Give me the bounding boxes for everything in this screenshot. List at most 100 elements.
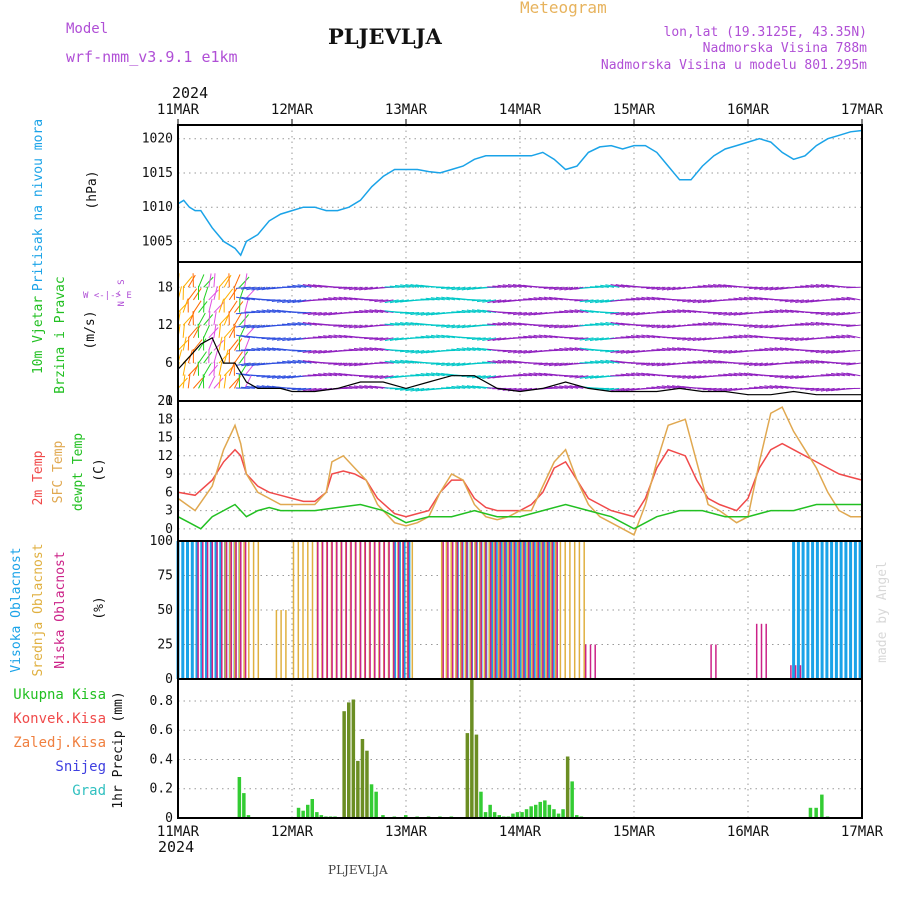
wind-barb [836, 372, 851, 377]
wind-barb [410, 322, 425, 326]
wind-barb [223, 374, 227, 389]
dew-label: dewpt Temp [71, 433, 86, 511]
wind-barb [625, 335, 640, 339]
precip-bar [820, 794, 824, 818]
wind-barb [312, 336, 327, 339]
y-tick-label: 18 [157, 412, 173, 427]
wind-barb [292, 387, 307, 391]
wind-barb [615, 284, 630, 288]
wind-barb [466, 309, 481, 314]
wind-barb [223, 336, 226, 351]
wind-barb [589, 299, 604, 304]
wind-barb [831, 312, 845, 316]
wind-barb [261, 375, 276, 378]
wind-barb [687, 337, 702, 341]
wind-barb [754, 286, 769, 290]
wind-barb [492, 360, 507, 364]
wind-barb [208, 364, 218, 377]
wind-barb [579, 299, 594, 303]
wind-barb [239, 314, 249, 326]
wind-barb [441, 362, 456, 366]
wind-barb [353, 324, 368, 329]
precip-bar [465, 733, 470, 818]
wind-barb [456, 324, 471, 329]
wind-barb [177, 340, 189, 351]
wind-barb [328, 334, 343, 339]
wind-barb [692, 299, 707, 304]
precip-bar [365, 750, 369, 818]
y-tick-label: 0.2 [150, 782, 173, 797]
wind-barb [451, 324, 466, 329]
wind-barb [241, 296, 256, 301]
wind-barb [815, 321, 830, 326]
wind-barb [697, 322, 712, 326]
wind-barb [795, 360, 810, 364]
precip-unit: 1hr Precip (mm) [111, 691, 126, 808]
wind-barb [420, 373, 435, 377]
wind-barb [292, 284, 307, 288]
wind-barb [348, 324, 363, 329]
wind-barb [400, 359, 415, 364]
wind-barb [543, 334, 558, 339]
wind-label-1: 10m Vjetar [31, 296, 46, 374]
wind-barb [615, 374, 630, 377]
wind-barb [276, 299, 291, 303]
wind-barb [774, 337, 789, 340]
wind-barb [456, 286, 471, 291]
wind-barb [348, 385, 363, 389]
wind-barb [218, 276, 229, 288]
wind-barb [451, 362, 466, 367]
wind-barb [600, 359, 615, 364]
wind-barb [198, 312, 206, 326]
wind-barb [533, 372, 548, 377]
wind-barb [251, 286, 266, 291]
x-tick-label-bottom: 15MAR [613, 824, 656, 840]
wind-barb [461, 286, 476, 291]
wind-barb [836, 312, 851, 316]
wind-barb [369, 347, 384, 351]
y-tick-label: 75 [157, 569, 173, 584]
wind-barb [615, 349, 630, 354]
wind-barb [182, 361, 187, 376]
wind-barb [559, 347, 574, 351]
precip-bar [520, 812, 524, 818]
wind-barb [228, 287, 238, 301]
wind-barb [425, 312, 440, 316]
wind-barb [192, 288, 202, 301]
wind-barb [697, 387, 712, 390]
wind-barb [318, 312, 332, 316]
wind-barb [595, 299, 610, 304]
x-tick-label-bottom: 12MAR [271, 824, 314, 840]
wind-barb [261, 347, 276, 351]
wind-barb [244, 375, 252, 389]
wind-barb [846, 286, 861, 289]
wind-barb [748, 362, 763, 366]
wind-barb [543, 324, 558, 328]
wind-barb [790, 299, 804, 303]
y-tick-label: 1015 [142, 166, 173, 181]
wind-barb [513, 349, 527, 354]
wind-barb [228, 339, 239, 351]
wind-barb [379, 337, 394, 341]
wind-barb [815, 284, 830, 288]
wind-barb [466, 337, 481, 340]
precip-bar [529, 806, 533, 818]
wind-barb [728, 312, 743, 316]
wind-barb [203, 286, 209, 301]
wind-barb [784, 337, 799, 341]
wind-barb [208, 311, 211, 326]
wind-barb [251, 348, 266, 351]
wind-compass-ns: N ^ S [117, 279, 127, 306]
x-tick-label-bottom: 16MAR [727, 824, 770, 840]
wind-barb [192, 339, 203, 351]
wind-barb [759, 324, 774, 329]
wind-barb [523, 349, 538, 354]
wind-barb [559, 324, 574, 329]
wind-barb [615, 387, 630, 392]
wind-barb [595, 322, 609, 326]
wind-barb [384, 323, 399, 326]
wind-barb [666, 286, 681, 291]
wind-barb [646, 286, 661, 290]
wind-barb [682, 299, 697, 303]
wind-barb [830, 335, 845, 339]
